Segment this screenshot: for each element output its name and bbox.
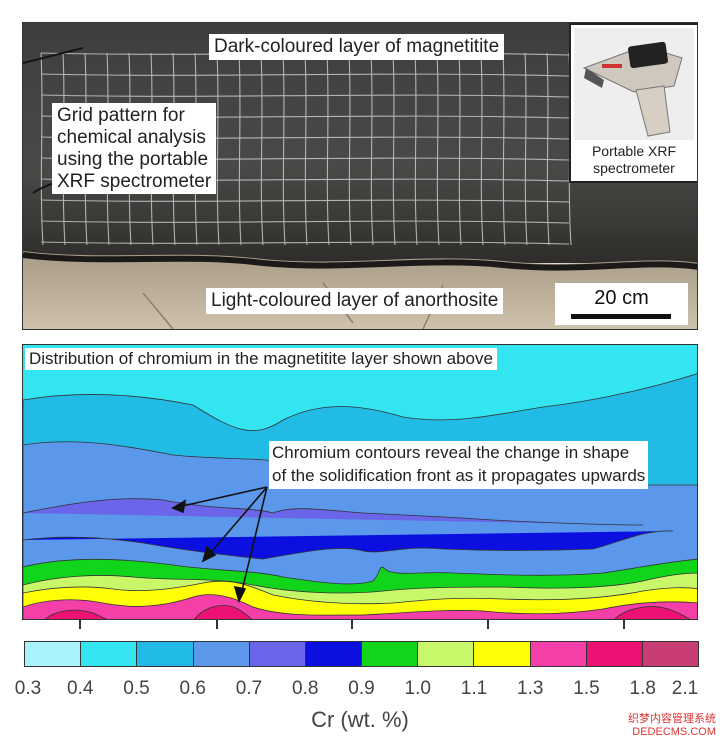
grid-line — [40, 52, 44, 246]
colour-scale-cell — [193, 642, 250, 666]
colour-scale-cell — [137, 642, 194, 666]
colour-scale-bar — [24, 641, 699, 667]
annotation-line: Chromium contours reveal the change in s… — [272, 443, 630, 462]
magnetitite-layer-label: Dark-coloured layer of magnetitite — [209, 34, 505, 60]
caption-line: Portable XRF — [591, 143, 677, 159]
outcrop-photo: Dark-coloured layer of magnetitite Grid … — [22, 22, 698, 330]
grid-label-line: Grid pattern for — [57, 105, 185, 126]
grid-line — [40, 220, 570, 224]
grid-line — [40, 241, 570, 245]
watermark-line: DEDECMS.COM — [632, 725, 716, 738]
grid-line — [40, 199, 570, 203]
xrf-inset: Portable XRF spectrometer — [569, 23, 697, 183]
colour-scale-cell — [586, 642, 643, 666]
colour-scale-tick-label: 1.3 — [517, 678, 544, 699]
watermark: 织梦内容管理系统 DEDECMS.COM — [628, 712, 716, 739]
scale-bar: 20 cm — [555, 283, 688, 325]
colour-scale-tick-label: 0.9 — [348, 678, 375, 699]
colour-scale-cell — [81, 642, 138, 666]
annotation-arrows — [171, 486, 268, 604]
axis-tick — [216, 619, 218, 629]
contour-annotation: Chromium contours reveal the change in s… — [269, 441, 649, 489]
axis-tick — [487, 619, 489, 629]
map-axis-ticks — [22, 619, 698, 631]
grid-line — [370, 52, 374, 246]
colour-scale-tick-label: 2.1 — [671, 678, 699, 699]
colour-scale-cell — [362, 642, 419, 666]
colour-scale-cell — [474, 642, 531, 666]
colour-scale-cell — [25, 642, 82, 666]
caption-line: spectrometer — [593, 159, 675, 176]
xrf-device-icon — [574, 28, 694, 140]
xrf-inset-caption: Portable XRF spectrometer — [571, 143, 697, 177]
colour-scale-tick-label: 0.7 — [235, 678, 263, 699]
axis-tick — [351, 619, 353, 629]
grid-line — [40, 94, 570, 98]
grid-label-line: chemical analysis — [57, 126, 206, 148]
colour-scale-tick-label: 0.3 — [14, 678, 42, 699]
colour-scale-tick-label: 0.4 — [67, 678, 94, 699]
colour-scale-tick-label: 1.5 — [573, 678, 600, 699]
colour-scale-cell — [642, 642, 699, 666]
map-title: Distribution of chromium in the magnetit… — [25, 348, 497, 370]
colour-scale-title: Cr (wt. %) — [311, 707, 409, 732]
grid-label-line: XRF spectrometer — [57, 170, 212, 192]
colour-scale-cell — [530, 642, 587, 666]
colour-scale-tick-label: 1.1 — [460, 678, 488, 699]
grid-line — [414, 52, 418, 246]
annotation-line: of the solidification front as it propag… — [272, 465, 646, 485]
colour-scale-cell — [249, 642, 306, 666]
colour-scale-tick-label: 0.8 — [292, 678, 319, 699]
colour-scale-cell — [418, 642, 475, 666]
anorthosite-layer-label: Light-coloured layer of anorthosite — [206, 288, 504, 314]
axis-tick — [79, 619, 81, 629]
grid-line — [392, 52, 396, 246]
colour-scale-cell — [305, 642, 363, 666]
scale-label: 20 cm — [594, 287, 649, 309]
scale-bar-line — [571, 314, 671, 319]
colour-scale-labels: 0.3 0.4 0.5 0.6 0.7 0.8 0.9 1.0 1.1 1.3 1.5 1.8 2.1 — [0, 678, 720, 700]
chromium-contour-map: Distribution of chromium in the magnetit… — [22, 344, 698, 620]
grid-label-line: using the portable — [57, 148, 209, 170]
grid-line — [40, 73, 570, 77]
grid-pattern-label: Grid pattern for chemical analysis using… — [52, 103, 217, 195]
colour-scale-tick-label: 0.5 — [123, 678, 150, 699]
colour-scale-tick-label: 1.0 — [404, 678, 431, 699]
axis-tick — [623, 619, 625, 629]
colour-scale-tick-label: 0.6 — [179, 678, 206, 699]
watermark-line: 织梦内容管理系统 — [628, 712, 716, 725]
colour-scale-tick-label: 1.8 — [629, 678, 656, 699]
